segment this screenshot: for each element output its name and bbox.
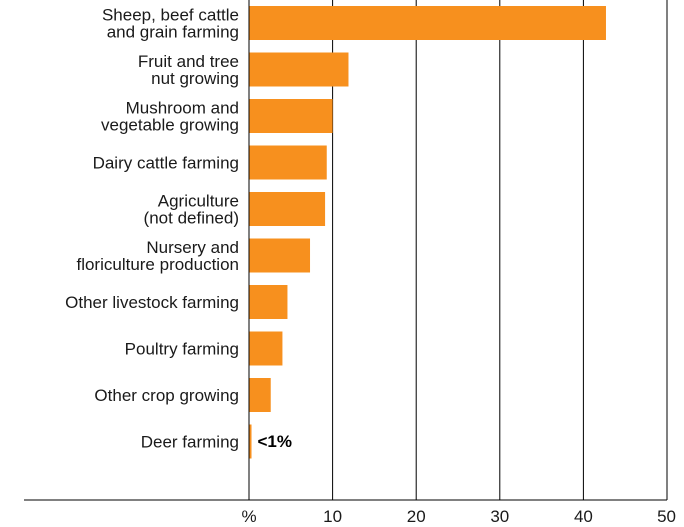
category-label: Other livestock farming [65,293,239,312]
category-labels: Sheep, beef cattle and grain farming Fruit… [65,5,239,451]
x-axis [24,0,667,501]
bars [249,6,606,459]
bar [249,192,326,226]
bar [249,378,271,412]
x-tick-label: 50 [657,507,676,526]
bar [249,52,349,87]
bar [249,99,333,133]
category-label: Poultry farming [125,339,239,358]
category-label: Other crop growing [94,386,239,405]
bar [249,285,288,319]
category-label: Fruit and tree nut growing [138,52,239,88]
category-label: Deer farming [141,432,239,451]
x-tick-labels: % 10 20 30 40 50 [241,507,676,526]
category-label: Sheep, beef cattle and grain farming [102,5,239,41]
bar [249,424,252,459]
category-label: Dairy cattle farming [93,153,239,172]
bar [249,6,606,40]
x-tick-label: 30 [490,507,509,526]
grid-lines [332,0,668,500]
x-tick-label: 10 [323,507,342,526]
category-label: Mushroom and vegetable growing [101,98,239,134]
x-tick-label: % [241,507,256,526]
x-tick-label: 40 [574,507,593,526]
category-label: Nursery and floriculture production [76,238,239,274]
value-labels: <1% [258,432,293,451]
bar [249,145,327,180]
category-label: Agriculture (not defined) [144,191,239,227]
x-tick-label: 20 [407,507,426,526]
value-label: <1% [258,432,293,451]
bar [249,238,311,273]
bar [249,331,283,366]
